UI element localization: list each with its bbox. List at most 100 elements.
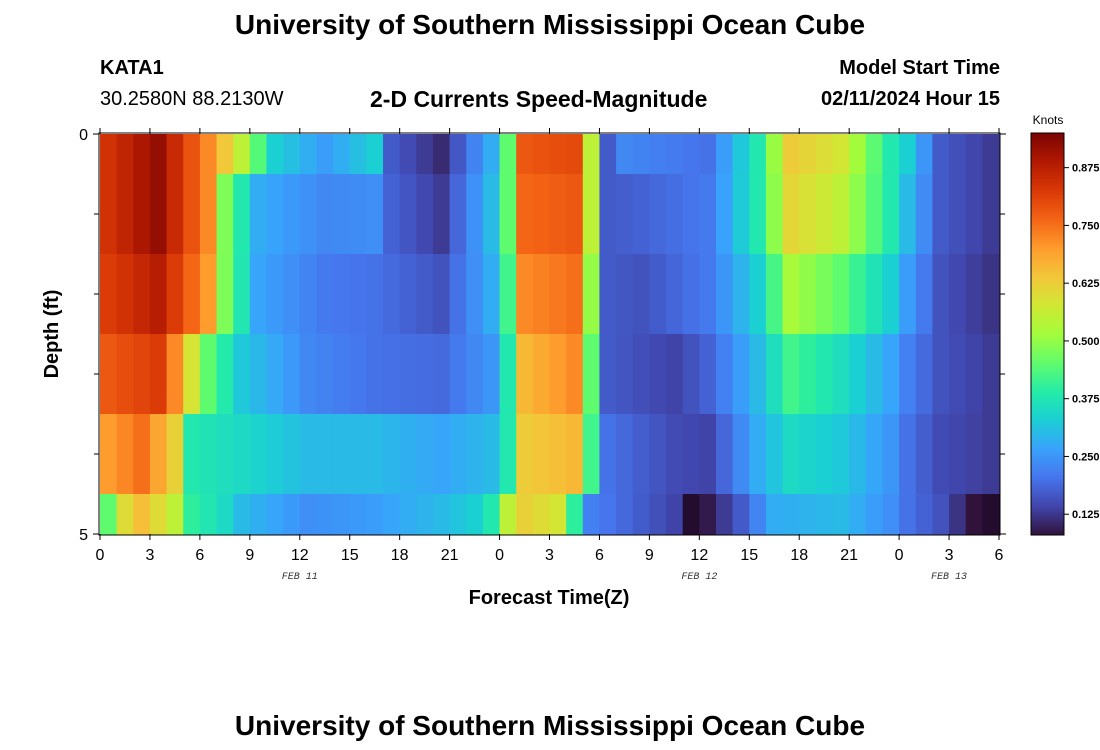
heatmap-cell — [632, 174, 650, 255]
heatmap-cell — [100, 174, 118, 255]
heatmap-cell — [399, 254, 417, 335]
heatmap-cell — [366, 174, 384, 255]
heatmap-cell — [249, 334, 268, 415]
heatmap-cell — [982, 254, 1000, 335]
heatmap-cell — [549, 174, 567, 255]
chart-subtitle: 2-D Currents Speed-Magnitude — [370, 86, 708, 112]
x-axis-label: Forecast Time(Z) — [469, 587, 630, 609]
heatmap-cell — [632, 134, 650, 175]
heatmap-cell — [100, 134, 118, 175]
heatmap-cell — [949, 174, 967, 255]
heatmap-cell — [832, 254, 850, 335]
colorbar-tick-label: 0.250 — [1072, 451, 1100, 463]
heatmap-cell — [666, 494, 684, 535]
heatmap-cell — [199, 174, 218, 255]
heatmap-cell — [782, 414, 800, 495]
heatmap-cell — [482, 174, 501, 255]
heatmap-cell — [699, 254, 717, 335]
heatmap-cell — [715, 494, 734, 535]
heatmap-cell — [383, 134, 401, 175]
x-tick-label: 18 — [790, 547, 808, 564]
heatmap-cell — [416, 414, 434, 495]
model-start-label: Model Start Time — [839, 57, 1000, 79]
heatmap-cell — [416, 254, 434, 335]
heatmap-cell — [316, 174, 334, 255]
speed-heatmap-chart: 0 3 6 9 12 15 18 21 0 3 6 9 12 15 18 21 0 3 6 FEB 11 FEB 12 F… — [41, 113, 1100, 609]
heatmap-cell — [133, 134, 151, 175]
heatmap-cell — [849, 494, 867, 535]
heatmap-cell — [399, 494, 417, 535]
heatmap-cell — [949, 334, 967, 415]
heatmap-cell — [865, 414, 884, 495]
heatmap-cell — [516, 414, 534, 495]
heatmap-cell — [133, 334, 151, 415]
heatmap-cell — [133, 174, 151, 255]
x-tick-label: 21 — [840, 547, 858, 564]
heatmap-cell — [949, 494, 967, 535]
heatmap-cell — [133, 414, 151, 495]
heatmap-cell — [582, 334, 601, 415]
heatmap-cell — [765, 134, 784, 175]
heatmap-cell — [383, 254, 401, 335]
heatmap-cell — [915, 494, 934, 535]
heatmap-cell — [249, 174, 268, 255]
heatmap-cell — [815, 174, 834, 255]
heatmap-cell — [366, 254, 384, 335]
heatmap-cell — [799, 174, 817, 255]
heatmap-cell — [482, 134, 501, 175]
heatmap-cell — [549, 134, 567, 175]
heatmap-cell — [116, 334, 134, 415]
heatmap-cell — [782, 494, 800, 535]
heatmap-cell — [649, 334, 667, 415]
heatmap-cell — [899, 174, 917, 255]
heatmap-cell — [666, 254, 684, 335]
heatmap-cell — [932, 134, 950, 175]
heatmap-cell — [100, 414, 118, 495]
heatmap-cell — [383, 494, 401, 535]
heatmap-cell — [216, 174, 234, 255]
heatmap-cell — [283, 414, 301, 495]
heatmap-cell — [732, 174, 750, 255]
heatmap-cell — [349, 334, 367, 415]
heatmap-cell — [299, 334, 318, 415]
heatmap-cell — [149, 414, 168, 495]
heatmap-cell — [333, 414, 351, 495]
heatmap-cell — [849, 254, 867, 335]
heatmap-cell — [965, 414, 983, 495]
date-label: FEB 11 — [282, 572, 318, 583]
heatmap-cell — [499, 334, 517, 415]
heatmap-cell — [799, 134, 817, 175]
heatmap-cell — [899, 254, 917, 335]
heatmap-cell — [283, 494, 301, 535]
heatmap-cell — [199, 254, 218, 335]
heatmap-cell — [233, 254, 251, 335]
heatmap-cell — [549, 334, 567, 415]
heatmap-cell — [166, 174, 184, 255]
heatmap-cell — [166, 414, 184, 495]
heatmap-cell — [183, 134, 201, 175]
colorbar-tick-label: 0.875 — [1072, 163, 1100, 175]
heatmap-cell — [965, 254, 983, 335]
heatmap-cell — [333, 334, 351, 415]
heatmap-cell — [249, 134, 268, 175]
heatmap-cell — [732, 494, 750, 535]
heatmap-cell — [383, 174, 401, 255]
heatmap-cell — [815, 494, 834, 535]
heatmap-cell — [532, 254, 551, 335]
heatmap-cell — [499, 494, 517, 535]
heatmap-cell — [965, 334, 983, 415]
x-tick-label: 3 — [945, 547, 954, 564]
heatmap-cell — [116, 174, 134, 255]
heatmap-cell — [516, 494, 534, 535]
heatmap-cell — [782, 334, 800, 415]
heatmap-cell — [932, 254, 950, 335]
heatmap-cell — [516, 334, 534, 415]
heatmap-cell — [932, 494, 950, 535]
heatmap-cell — [682, 334, 700, 415]
heatmap-cell — [549, 254, 567, 335]
heatmap-cell — [299, 174, 318, 255]
heatmap-cell — [299, 134, 318, 175]
x-tick-label: 9 — [245, 547, 254, 564]
heatmap-cell — [166, 334, 184, 415]
heatmap-cell — [749, 414, 767, 495]
